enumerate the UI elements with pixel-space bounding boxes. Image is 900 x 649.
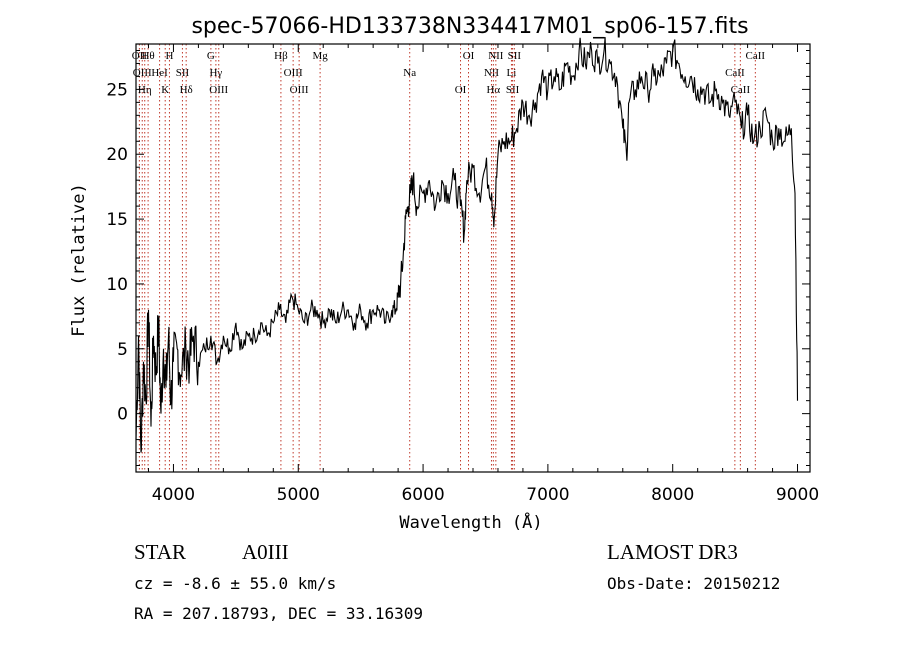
y-tick-label: 25	[106, 80, 128, 100]
marker-label-hei: HeI	[151, 67, 168, 79]
marker-label-nii: NII	[484, 67, 500, 79]
chart-title: spec-57066-HD133738N334417M01_sp06-157.f…	[191, 14, 748, 39]
x-tick-label: 8000	[651, 485, 694, 505]
marker-label-hα: Hα	[486, 84, 500, 96]
marker-label-nii: NII	[488, 50, 504, 62]
y-tick-label: 15	[106, 210, 128, 230]
marker-label-sii: SII	[176, 67, 190, 79]
marker-label-g: G	[207, 50, 215, 62]
marker-label-oiii: OIII	[284, 67, 303, 79]
y-tick-label: 10	[106, 275, 128, 295]
y-tick-label: 5	[117, 340, 128, 360]
marker-label-hθ: Hθ	[141, 50, 154, 62]
x-tick-label: 7000	[526, 485, 569, 505]
x-tick-label: 6000	[401, 485, 444, 505]
y-tick-label: 0	[117, 405, 128, 425]
marker-label-h: H	[165, 50, 173, 62]
marker-label-hβ: Hβ	[274, 50, 288, 62]
marker-label-caii: CaII	[746, 50, 766, 62]
y-tick-label: 20	[106, 145, 128, 165]
marker-label-mg: Mg	[312, 50, 328, 62]
x-tick-label: 4000	[152, 485, 195, 505]
plot-axes: 4000 5000 6000 7000 8000 9000 0 5 10 15 20 25	[106, 43, 819, 505]
marker-label-sii: SII	[508, 50, 522, 62]
marker-label-caii: CaII	[731, 84, 751, 96]
object-class: STAR	[134, 540, 186, 564]
sky-coordinates: RA = 207.18793, DEC = 33.16309	[134, 604, 423, 623]
marker-label-oi: OI	[463, 50, 475, 62]
marker-label-caii: CaII	[725, 67, 745, 79]
observation-date: Obs-Date: 20150212	[607, 574, 781, 593]
x-axis-label: Wavelength (Å)	[399, 511, 542, 533]
object-subclass: A0III	[242, 540, 289, 564]
marker-label-hγ: Hγ	[209, 67, 222, 79]
marker-label-oiii: OIII	[209, 84, 228, 96]
marker-label-sii: SII	[506, 84, 520, 96]
y-axis-label: Flux (relative)	[69, 183, 89, 337]
survey-name: LAMOST DR3	[607, 540, 738, 564]
marker-label-li: Li	[507, 67, 517, 79]
marker-label-oiii: OIII	[290, 84, 309, 96]
marker-label-oi: OI	[455, 84, 467, 96]
marker-label-k: K	[161, 84, 169, 96]
x-tick-label: 9000	[776, 485, 819, 505]
marker-label-hη: Hη	[138, 84, 152, 96]
marker-label-na: Na	[403, 67, 416, 79]
x-tick-label: 5000	[277, 485, 320, 505]
redshift-velocity: cz = -8.6 ± 55.0 km/s	[134, 574, 337, 593]
marker-label-hδ: Hδ	[180, 84, 193, 96]
